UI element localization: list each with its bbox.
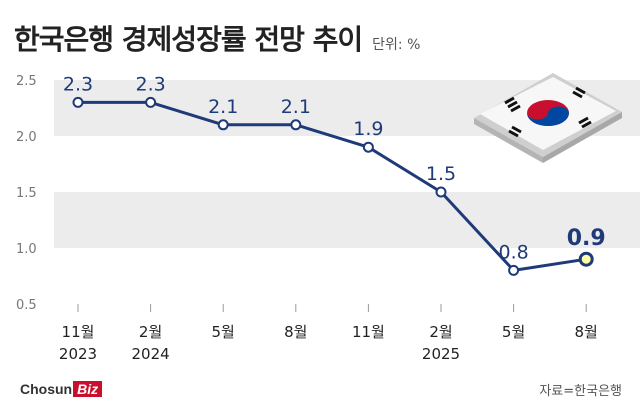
x-tick-label: 2월 (139, 323, 162, 341)
data-label: 2.3 (63, 73, 93, 95)
x-tick-label: 8월 (284, 323, 307, 341)
highlight-data-point (578, 251, 594, 267)
unit-label: 단위: % (372, 37, 421, 53)
x-tick-label: 5월 (212, 323, 235, 341)
korean-flag-icon (474, 73, 622, 163)
data-point (217, 119, 229, 131)
x-tick-label: 5월 (502, 323, 525, 341)
y-tick-label: 0.5 (16, 298, 37, 313)
data-point (362, 141, 374, 153)
x-axis-ticks: 11월 2023 2월 2024 5월 8월 11월 2월 2025 5월 8월 (59, 304, 598, 363)
data-label: 1.5 (426, 163, 456, 185)
logo-accent-text: Biz (73, 381, 103, 397)
data-label: 2.1 (208, 96, 238, 118)
background-band (54, 192, 640, 248)
title-row: 한국은행 경제성장률 전망 추이 단위: % (14, 18, 420, 58)
data-labels: 2.3 2.3 2.1 2.1 1.9 1.5 0.8 0.9 (63, 73, 606, 263)
y-tick-label: 2.5 (16, 74, 37, 89)
logo-main-text: Chosun (20, 381, 73, 397)
data-label: 0.8 (498, 241, 528, 263)
y-tick-label: 1.0 (16, 242, 37, 257)
data-label: 2.1 (281, 96, 311, 118)
x-tick-label: 8월 (575, 323, 598, 341)
series-points (72, 96, 594, 276)
data-label: 1.9 (353, 118, 383, 140)
data-point (145, 96, 157, 108)
x-tick-label: 11월 (352, 323, 385, 341)
data-point (435, 186, 447, 198)
x-year-label: 2025 (422, 345, 460, 363)
x-year-label: 2024 (132, 345, 170, 363)
data-point (72, 96, 84, 108)
source-note: 자료=한국은행 (539, 384, 622, 399)
chosunbiz-logo: Chosun Biz (20, 381, 103, 397)
x-year-label: 2023 (59, 345, 97, 363)
series-line-layer (76, 100, 588, 272)
data-label: 0.9 (567, 226, 606, 251)
series-line (76, 100, 588, 272)
y-tick-label: 2.0 (16, 130, 37, 145)
x-tick-label: 2월 (429, 323, 452, 341)
x-tick-label: 11월 (62, 323, 95, 341)
y-axis-ticks: 0.5 1.0 1.5 2.0 2.5 (16, 74, 37, 313)
y-tick-label: 1.5 (16, 186, 37, 201)
data-point (508, 264, 520, 276)
chart-title: 한국은행 경제성장률 전망 추이 (14, 23, 363, 56)
data-point (290, 119, 302, 131)
data-label: 2.3 (135, 73, 165, 95)
